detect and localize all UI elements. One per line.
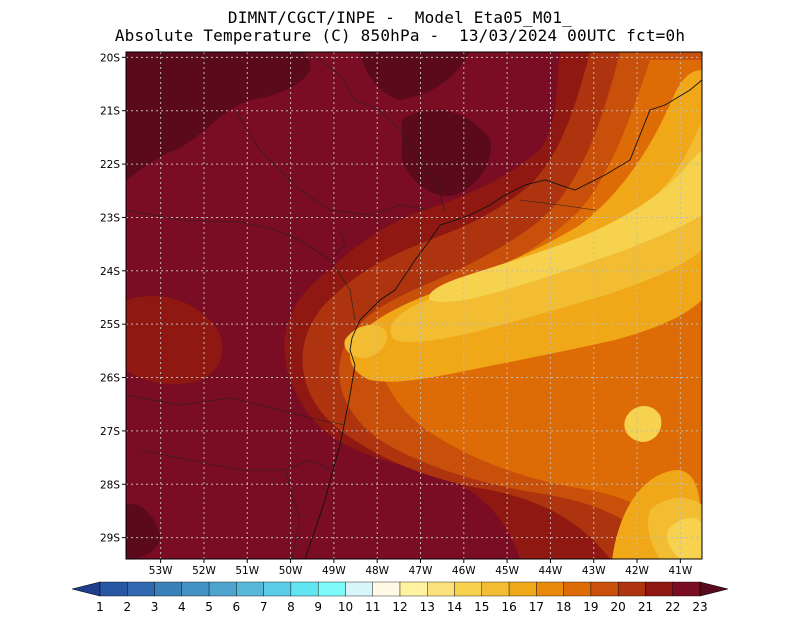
colorbar-segment bbox=[263, 581, 292, 597]
coastline bbox=[304, 79, 703, 560]
lat-tick-label: 29S bbox=[100, 533, 120, 545]
state-borders bbox=[125, 51, 596, 560]
colorbar-segment bbox=[617, 581, 646, 597]
field-15-band bbox=[429, 150, 702, 302]
colorbar-segment bbox=[590, 581, 619, 597]
lat-tick-label: 22S bbox=[100, 159, 120, 171]
colorbar-segment bbox=[290, 581, 319, 597]
colorbar: 1 2 3 4 5 6 7 8 9 10 11 12 13 14 15 16 17 18 19 20 21 22 23 bbox=[71, 581, 729, 614]
colorbar-segment bbox=[508, 581, 537, 597]
colorbar-segment bbox=[317, 581, 346, 597]
lon-tick-label: 44W bbox=[539, 565, 563, 577]
lon-tick-label: 50W bbox=[279, 565, 303, 577]
lat-tick-label: 28S bbox=[100, 479, 120, 491]
colorbar-segment bbox=[345, 581, 373, 597]
lat-tick-label: 26S bbox=[100, 373, 120, 385]
colorbar-label: 14 bbox=[447, 600, 462, 614]
colorbar-segment bbox=[536, 581, 564, 597]
colorbar-segment bbox=[127, 581, 155, 597]
lon-tick-label: 42W bbox=[625, 565, 649, 577]
field-15-spot bbox=[624, 405, 662, 442]
colorbar-label: 2 bbox=[123, 600, 131, 614]
chart-subtitle: Absolute Temperature (C) 850hPa - 13/03/… bbox=[114, 26, 686, 45]
plot-frame bbox=[125, 51, 703, 560]
colorbar-label: 11 bbox=[365, 600, 380, 614]
lon-axis: 53W 52W 51W 50W 49W 48W 47W 46W 45W 44W 43W 42W 41W bbox=[149, 559, 693, 577]
colorbar-segment bbox=[399, 581, 428, 597]
field-15-se bbox=[667, 518, 702, 559]
lon-tick-label: 45W bbox=[495, 565, 519, 577]
colorbar-segment bbox=[454, 581, 483, 597]
colorbar-segment bbox=[181, 581, 210, 597]
colorbar-label: 7 bbox=[260, 600, 268, 614]
lon-tick-label: 47W bbox=[409, 565, 433, 577]
colorbar-segment bbox=[208, 581, 237, 597]
colorbar-segment bbox=[236, 581, 264, 597]
field-23-sw bbox=[126, 504, 160, 559]
colorbar-label: 13 bbox=[420, 600, 435, 614]
field-23-nw bbox=[126, 52, 311, 180]
colorbar-label: 17 bbox=[529, 600, 544, 614]
lon-tick-label: 53W bbox=[149, 565, 173, 577]
field-22-s bbox=[330, 514, 403, 559]
colorbar-label: 1 bbox=[96, 600, 104, 614]
lat-tick-label: 27S bbox=[100, 426, 120, 438]
colorbar-under-arrow bbox=[71, 581, 101, 597]
chart-title: DIMNT/CGCT/INPE - Model Eta05_M01_ bbox=[227, 8, 573, 27]
lon-tick-label: 51W bbox=[235, 565, 259, 577]
colorbar-label: 10 bbox=[338, 600, 353, 614]
field-23-mg bbox=[402, 109, 491, 196]
colorbar-label: 19 bbox=[583, 600, 598, 614]
lon-tick-label: 43W bbox=[582, 565, 606, 577]
lon-tick-label: 46W bbox=[452, 565, 476, 577]
colorbar-label: 3 bbox=[151, 600, 159, 614]
field-16-coast bbox=[344, 324, 388, 358]
colorbar-label: 18 bbox=[556, 600, 571, 614]
colorbar-segment bbox=[99, 581, 128, 597]
colorbar-label: 6 bbox=[233, 600, 241, 614]
colorbar-label: 20 bbox=[611, 600, 626, 614]
colorbar-label: 16 bbox=[501, 600, 516, 614]
lon-tick-label: 49W bbox=[322, 565, 346, 577]
colorbar-label: 22 bbox=[665, 600, 680, 614]
lat-axis: 20S 21S 22S 23S 24S 25S 26S 27S 28S 29S bbox=[100, 52, 126, 545]
lat-tick-label: 23S bbox=[100, 212, 120, 224]
lon-tick-label: 48W bbox=[365, 565, 389, 577]
colorbar-segment bbox=[154, 581, 183, 597]
lat-tick-label: 21S bbox=[100, 106, 120, 118]
lat-tick-label: 20S bbox=[100, 52, 120, 64]
colorbar-label: 12 bbox=[392, 600, 407, 614]
lat-tick-label: 25S bbox=[100, 319, 120, 331]
field-21-w bbox=[126, 296, 223, 385]
graticule bbox=[126, 52, 702, 559]
colorbar-label: 21 bbox=[638, 600, 653, 614]
lat-tick-label: 24S bbox=[100, 266, 120, 278]
colorbar-segment bbox=[645, 581, 673, 597]
colorbar-segment bbox=[672, 581, 701, 597]
colorbar-label: 8 bbox=[287, 600, 295, 614]
colorbar-label: 9 bbox=[314, 600, 322, 614]
lon-tick-label: 41W bbox=[668, 565, 692, 577]
colorbar-label: 15 bbox=[474, 600, 489, 614]
colorbar-segment bbox=[427, 581, 455, 597]
colorbar-over-arrow bbox=[699, 581, 729, 597]
lon-tick-label: 52W bbox=[192, 565, 216, 577]
colorbar-label: 5 bbox=[205, 600, 213, 614]
colorbar-label: 23 bbox=[692, 600, 707, 614]
colorbar-segment bbox=[481, 581, 510, 597]
colorbar-label: 4 bbox=[178, 600, 186, 614]
temperature-field bbox=[126, 52, 702, 559]
colorbar-segment bbox=[372, 581, 401, 597]
field-23-n bbox=[360, 52, 470, 100]
colorbar-segment bbox=[563, 581, 592, 597]
